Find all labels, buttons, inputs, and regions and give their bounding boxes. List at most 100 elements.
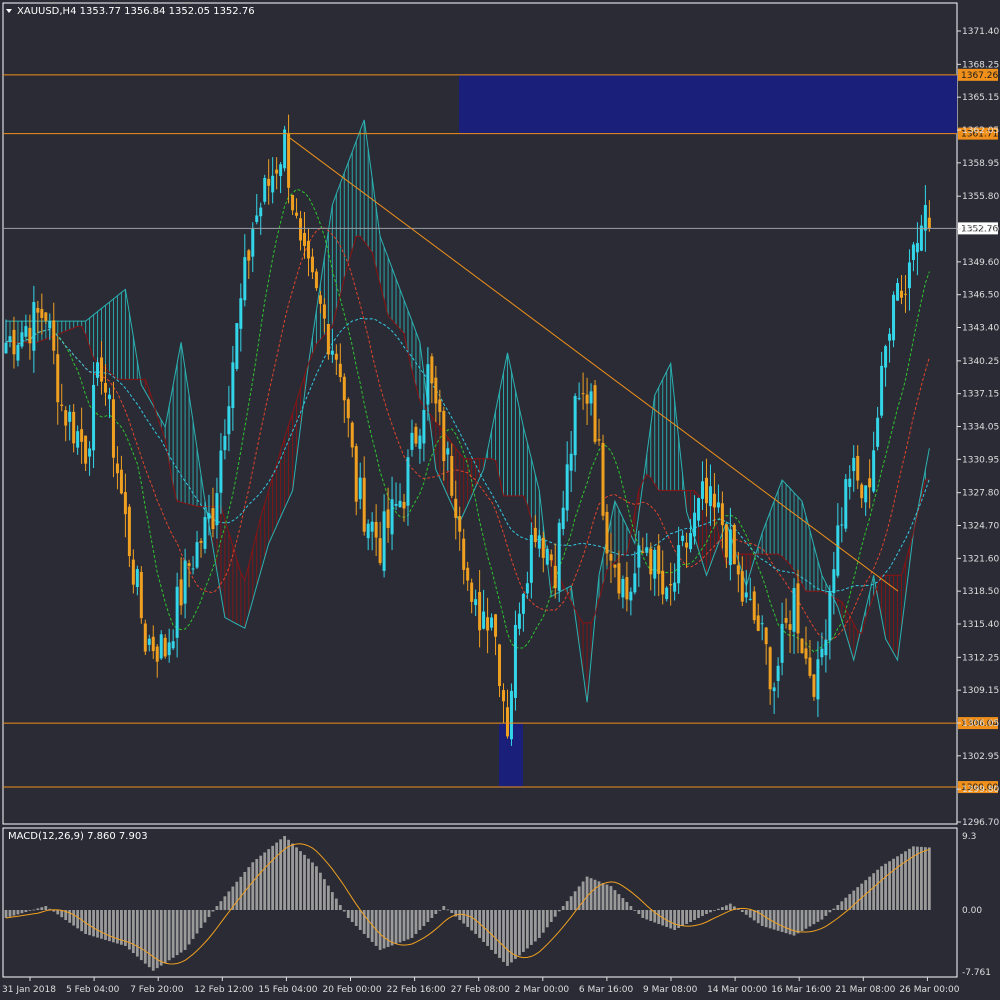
y-tick-label: 1296.70 (962, 818, 999, 828)
candle-body (40, 309, 44, 318)
candle-body (330, 350, 334, 355)
candle-body (824, 639, 828, 656)
macd-histogram-bar (553, 910, 557, 917)
macd-histogram-bar (350, 910, 354, 922)
macd-histogram-bar (271, 845, 275, 910)
candle-body (478, 592, 482, 631)
macd-histogram-bar (346, 910, 350, 918)
macd-histogram-bar (398, 910, 402, 943)
macd-histogram-bar (920, 846, 923, 910)
macd-histogram-bar (820, 910, 824, 920)
macd-histogram-bar (772, 910, 776, 930)
macd-histogram-bar (884, 863, 887, 910)
macd-histogram-bar (502, 910, 505, 962)
moving-average-layer (5, 188, 930, 653)
macd-histogram-bar (597, 881, 601, 910)
candle-body (135, 569, 139, 587)
candle-body (123, 492, 127, 515)
macd-panel-title: MACD(12,26,9) 7.860 7.903 (8, 831, 148, 842)
candle-body (927, 217, 931, 229)
macd-y-tick-label: 0.00 (962, 906, 982, 916)
macd-histogram-bar (40, 907, 44, 910)
candle-body (868, 478, 872, 488)
candle-body (911, 244, 915, 260)
macd-histogram-bar (474, 910, 478, 934)
level-tag (958, 68, 998, 81)
macd-histogram-bar (748, 910, 752, 918)
candle-body (267, 178, 271, 186)
macd-histogram-bar (585, 876, 589, 910)
y-tick-label: 1349.60 (962, 258, 999, 268)
macd-histogram-bar (828, 910, 832, 913)
x-tick-label: 15 Feb 04:00 (258, 985, 317, 995)
macd-histogram-bar (438, 910, 442, 911)
candle-body (876, 417, 880, 447)
x-tick-label: 2 Mar 00:00 (515, 985, 570, 995)
candle-body (303, 232, 306, 246)
macd-histogram-bar (589, 878, 593, 910)
y-tick-label: 1309.15 (962, 686, 999, 696)
candle-body (243, 257, 247, 301)
macd-histogram-bar (311, 862, 314, 910)
macd-histogram-bar (744, 910, 748, 915)
candle-body (693, 512, 697, 537)
macd-histogram-bar (108, 910, 111, 942)
y-tick-label: 1358.95 (962, 159, 999, 169)
macd-histogram-bar (653, 910, 657, 923)
macd-histogram-bar (641, 910, 645, 918)
candle-body (446, 448, 450, 455)
macd-histogram-bar (275, 842, 279, 910)
macd-histogram-bar (72, 910, 76, 926)
candle-body (100, 357, 104, 382)
y-tick-label: 1352.70 (962, 225, 999, 235)
candle-body (673, 582, 677, 592)
macd-histogram-bar (784, 910, 788, 934)
candle-body (641, 551, 645, 553)
x-tick-label: 14 Mar 00:00 (707, 985, 767, 995)
candle-body (350, 422, 354, 448)
macd-histogram-bar (394, 910, 398, 944)
macd-histogram-bar (96, 910, 99, 938)
macd-histogram-bar (856, 887, 860, 910)
candle-body (494, 614, 498, 637)
macd-histogram-bar (593, 879, 597, 910)
macd-histogram-bar (295, 847, 298, 910)
candle-body (283, 129, 287, 169)
macd-histogram-bar (573, 891, 577, 910)
macd-histogram-bar (255, 858, 259, 910)
macd-histogram-bar (728, 903, 732, 910)
candle-body (521, 593, 525, 614)
candle-body (275, 169, 279, 174)
candle-body (96, 362, 100, 378)
candle-body (458, 516, 462, 532)
macd-histogram-bar (840, 901, 844, 910)
macd-histogram-bar (529, 910, 533, 945)
macd-panel-layer (4, 836, 931, 971)
candle-body (625, 577, 629, 600)
candle-body (617, 563, 621, 594)
macd-histogram-bar (382, 910, 386, 949)
macd-histogram-bar (56, 910, 60, 915)
macd-histogram-bar (788, 910, 792, 935)
macd-histogram-bar (701, 910, 704, 916)
candle-body (251, 228, 255, 257)
ma-fast-line (5, 188, 930, 653)
macd-histogram-bar (215, 906, 219, 910)
candle-body (322, 304, 326, 319)
candle-body (334, 353, 338, 360)
macd-histogram-bar (852, 890, 856, 910)
macd-histogram-bar (179, 910, 183, 953)
cloud-span-b (6, 235, 930, 635)
candle-body (147, 638, 151, 645)
y-tick-label: 1318.50 (962, 587, 999, 597)
candle-body (60, 404, 64, 406)
candle-body (637, 545, 641, 568)
candle-body (115, 463, 119, 474)
macd-histogram-bar (442, 906, 446, 910)
chart-menu-triangle-icon[interactable] (6, 9, 12, 13)
candle-body (263, 177, 267, 202)
macd-histogram-bar (159, 910, 163, 966)
macd-histogram-bar (525, 910, 529, 949)
candle-body (685, 542, 689, 548)
